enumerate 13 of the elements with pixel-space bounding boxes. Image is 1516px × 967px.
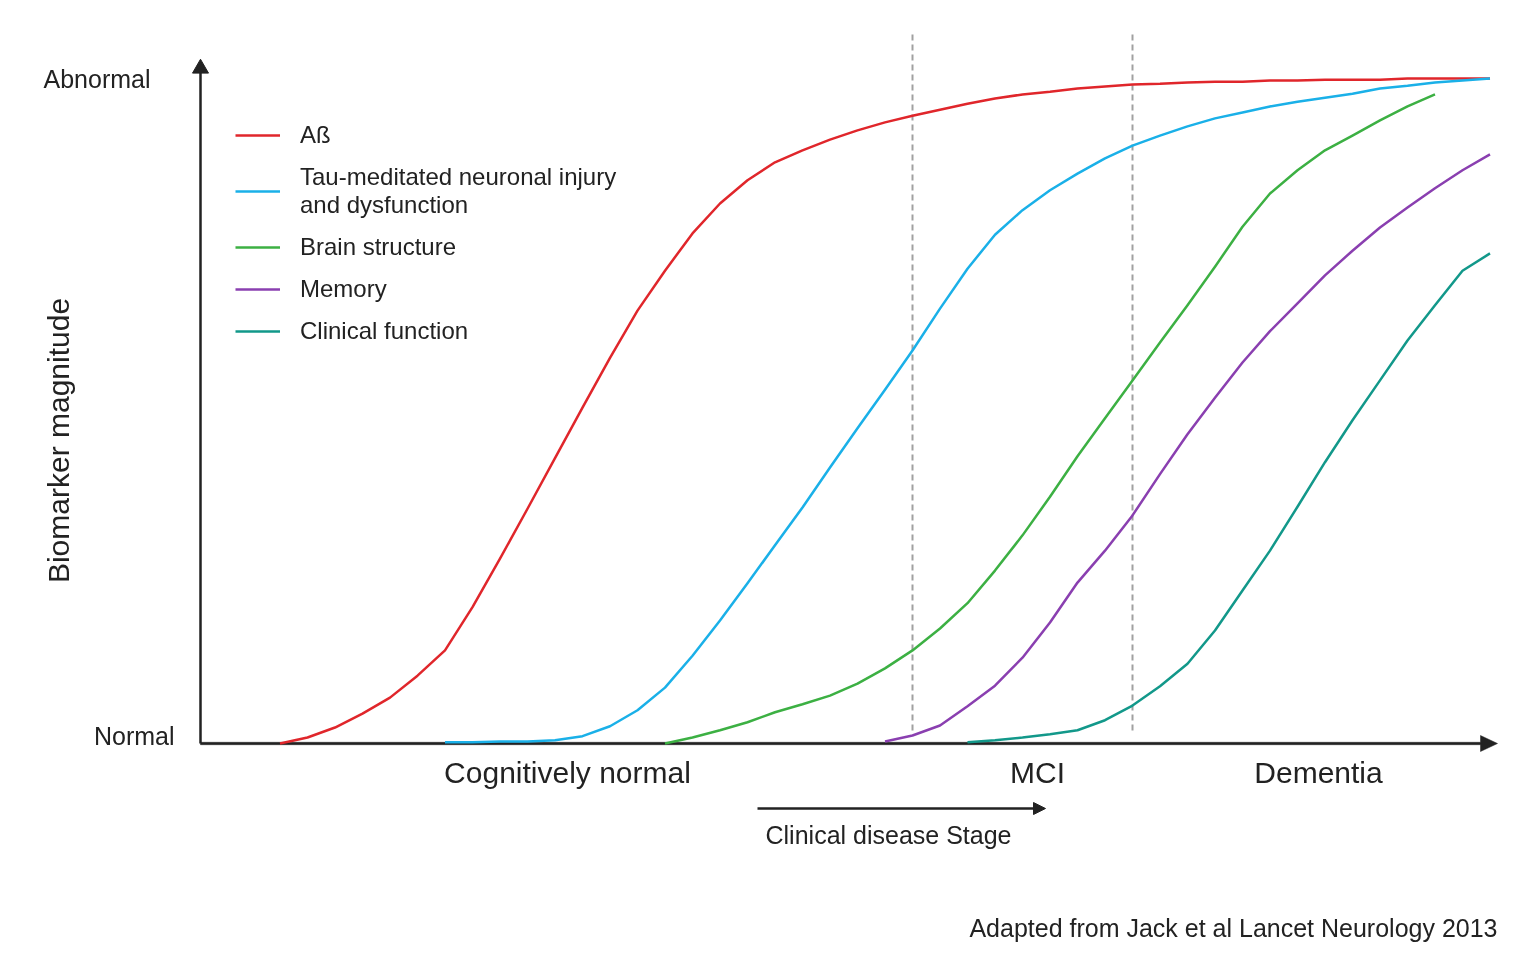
legend-label: Aß bbox=[300, 121, 331, 149]
x-axis-title: Clinical disease Stage bbox=[765, 820, 1012, 849]
legend-label: Memory bbox=[300, 275, 387, 303]
text: Dementia bbox=[1254, 755, 1384, 789]
legend-label: Clinical function bbox=[300, 317, 469, 345]
legend-label: Brain structure bbox=[300, 233, 457, 261]
text: MCI bbox=[1010, 755, 1065, 789]
text: Abnormal bbox=[43, 64, 151, 93]
text: Normal bbox=[93, 721, 175, 750]
text: Cognitively normal bbox=[444, 755, 691, 789]
text: Biomarker magnitude bbox=[42, 297, 75, 584]
text: Adapted from Jack et al Lancet Neurology 2013 bbox=[969, 913, 1498, 942]
legend-label: Tau-meditated neuronal injury and dysfunction bbox=[300, 163, 617, 219]
